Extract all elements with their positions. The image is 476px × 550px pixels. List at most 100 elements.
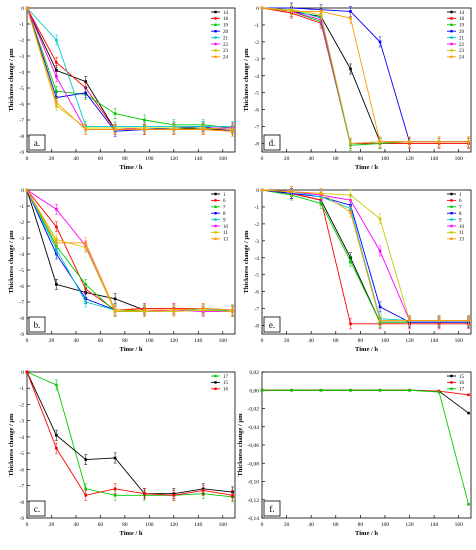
x-tick-label: 40 [73,522,79,528]
data-point [201,307,205,310]
data-point [55,225,58,229]
x-tick-label: 140 [194,522,203,528]
legend-label: 17 [223,375,229,380]
panel-label: c. [34,504,40,514]
chart-panel-4: 0 20 40 60 80 100 120 140 160 0 -1 -2 -3 -4 -5 -6 -7 -8 -9… [8,370,236,537]
legend-label: 7 [459,206,462,211]
x-tick-label: 60 [333,522,339,528]
x-tick-label: 60 [98,338,104,344]
panel-label-box [28,134,46,151]
data-point [231,493,234,497]
panel-label-box [263,134,281,151]
x-tick-label: 0 [26,522,29,528]
legend-label: 21 [223,36,229,41]
x-axis-label: Time / h [355,530,378,537]
legend-label: 10 [223,225,229,230]
legend-label: 20 [223,30,229,35]
x-tick-label: 160 [455,338,464,344]
y-tick-label: -8 [19,134,24,140]
data-point [84,300,88,304]
data-point [467,393,470,397]
y-tick-label: -4 [254,256,259,262]
data-point [319,10,323,13]
legend-marker [214,374,217,378]
series-line [26,189,233,311]
legend-marker [450,231,453,234]
y-tick-label: -2 [19,38,24,44]
panel-label-box [263,500,281,517]
x-tick-label: 160 [455,156,464,162]
x-tick-label: 20 [284,338,290,344]
y-tick-label: -1 [254,205,259,211]
legend-marker [214,205,217,208]
x-tick-label: 20 [49,156,55,162]
legend-label: 23 [223,49,229,54]
data-point [113,487,117,491]
x-tick-label: 140 [430,156,439,162]
panel-label-box [263,316,281,333]
x-tick-label: 100 [381,156,390,162]
data-point [378,140,382,144]
x-tick-label: 80 [122,522,128,528]
plot-frame [261,189,472,335]
data-point [172,128,176,131]
y-tick-label: -0,14 [248,516,260,522]
data-point [55,69,58,72]
y-tick-label: -3 [19,54,24,60]
y-tick-label: -8 [254,142,259,148]
data-point [55,433,58,437]
series-line [26,371,233,495]
y-tick-label: -1 [19,204,24,210]
series-line [261,189,469,325]
y-tick-label: -1 [254,23,259,29]
data-point [55,38,58,42]
data-point [55,75,58,79]
y-tick-label: -0,04 [248,425,260,431]
series-line [262,389,469,505]
x-tick-label: 160 [455,522,464,528]
data-point [84,493,88,497]
legend-marker [450,42,453,46]
y-tick-label: 0 [21,188,24,194]
x-tick-label: 0 [261,522,264,528]
x-tick-label: 80 [122,338,128,344]
y-tick-label: -3 [254,57,259,63]
y-tick-label: -4 [19,70,24,76]
data-point [437,319,441,322]
legend-marker [450,192,453,196]
data-point [84,458,88,461]
legend-label: 6 [459,199,462,204]
data-point [201,489,205,492]
y-tick-label: -5 [254,91,259,97]
legend-label: 1 [459,193,462,198]
legend-label: 15 [223,381,229,386]
y-axis-label: Thickness change / μm [8,230,15,294]
legend-marker [450,17,453,20]
legend-label: 21 [459,36,465,41]
series-line [26,7,233,129]
series-line [261,7,469,145]
legend-marker [450,237,453,240]
chart-panel-0: 0 20 40 60 80 100 120 140 160 0 -1 -2 -3 -4 -5 -6 -7 -8 -9… [8,6,236,171]
legend-marker [450,10,453,14]
data-point [349,193,352,197]
y-tick-label: -0,12 [248,498,260,504]
series-line [26,189,233,311]
x-tick-label: 120 [405,156,414,162]
data-point [349,10,352,13]
data-point [84,91,88,95]
data-point [84,128,88,131]
series-line [261,7,469,145]
series-line [262,389,469,414]
y-tick-label: 0 [21,6,24,12]
chart-panel-1: 0 20 40 60 80 100 120 140 160 0 -1 -2 -3 -4 -5 -6 -7 -8 Ti… [243,2,472,171]
plot-frame [26,189,236,335]
x-tick-label: 40 [308,338,314,344]
x-tick-label: 100 [381,338,390,344]
x-tick-label: 140 [194,156,203,162]
x-axis-label: Time / h [120,530,143,537]
plot-frame [26,7,236,153]
legend-label: 14 [459,11,465,16]
legend-marker [450,218,453,221]
